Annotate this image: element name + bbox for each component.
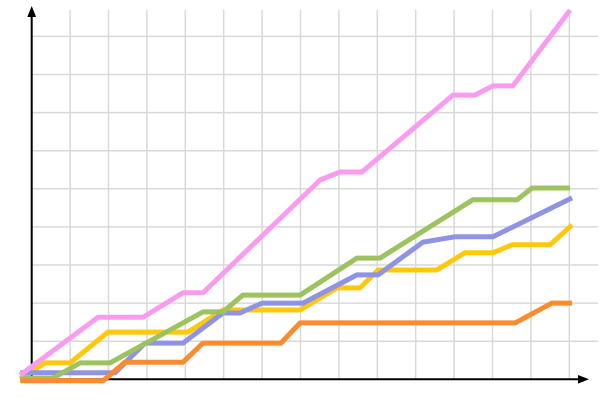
yellow-line (18, 223, 574, 382)
blue-line (20, 195, 574, 376)
axes (27, 6, 589, 384)
x-axis-arrow-icon (578, 375, 589, 384)
pink-line (18, 8, 573, 378)
series-lines (18, 8, 574, 384)
gridlines (31, 10, 598, 379)
orange-line (20, 300, 572, 384)
green-line (20, 185, 571, 381)
y-axis-arrow-icon (27, 6, 37, 17)
